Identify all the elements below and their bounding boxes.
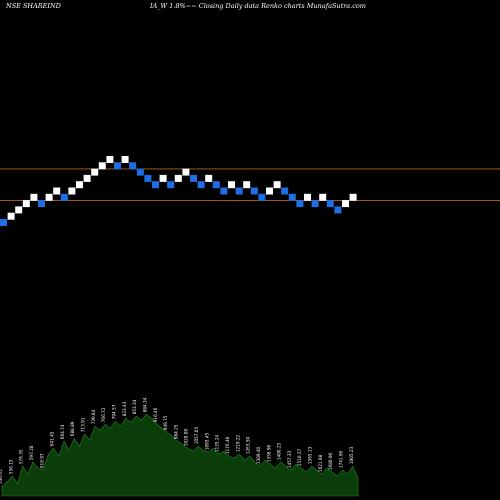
volume-label: 949.75 (163, 415, 168, 430)
renko-brick-up (76, 181, 83, 189)
volume-label: 713.91 (81, 417, 86, 432)
volume-label: 1219.22 (235, 435, 240, 453)
volume-panel: 536.65 556.15 576.35 597.28 618.97 641.45 664.… (0, 397, 359, 497)
volume-label: 1135.24 (215, 435, 220, 453)
renko-brick-up (83, 174, 91, 182)
volume-label: 984.25 (173, 424, 178, 439)
renko-brick-down (197, 181, 205, 189)
renko-brick-down (136, 168, 144, 176)
renko-brick-up (243, 181, 251, 189)
renko-brick-up (342, 200, 349, 208)
renko-brick-up (182, 168, 190, 176)
renko-brick-down (38, 200, 45, 208)
renko-brick-up (7, 212, 15, 220)
volume-label: 597.28 (29, 445, 34, 460)
renko-brick-down (212, 181, 220, 189)
volume-label: 664.74 (60, 424, 65, 439)
renko-brick-down (250, 187, 258, 195)
volume-label: 853.34 (132, 399, 137, 414)
renko-brick-up (15, 206, 23, 214)
renko-brick-up (45, 193, 53, 201)
volume-label: 1565.13 (308, 446, 313, 464)
volume-label: 641.45 (50, 431, 55, 446)
volume-label: 1406.25 (277, 442, 282, 460)
volume-label: 884.34 (142, 397, 147, 412)
renko-brick-down (60, 193, 68, 201)
volume-label: 794.57 (112, 404, 117, 419)
volume-label: 1095.45 (204, 433, 209, 451)
support-lines (0, 168, 500, 201)
renko-brick-up (266, 187, 273, 195)
renko-brick-up (22, 200, 30, 208)
renko-brick-up (53, 187, 61, 195)
volume-label: 618.97 (39, 453, 44, 468)
symbol-label: NSE SHAREIND (6, 2, 61, 10)
renko-brick-up (273, 181, 281, 189)
volume-label: 1621.98 (318, 454, 323, 472)
renko-brick-up (121, 156, 129, 163)
renko-brick-down (114, 162, 121, 170)
volume-label: 576.35 (19, 449, 24, 464)
volume-label: 1510.27 (297, 448, 302, 466)
volume-label: 739.84 (91, 409, 96, 424)
renko-brick-up (68, 187, 76, 195)
volume-area (1, 413, 359, 497)
volume-label: 1020.00 (184, 429, 189, 447)
renko-brick-down (281, 187, 289, 195)
volume-label: 1457.33 (287, 450, 292, 468)
renko-brick-up (205, 174, 213, 182)
volume-label: 1263.50 (246, 436, 251, 454)
renko-brick-up (228, 181, 235, 189)
renko-brick-up (91, 168, 99, 176)
volume-label: 1805.23 (349, 446, 354, 464)
volume-label: 536.65 (0, 469, 3, 484)
volume-label: 1680.90 (328, 452, 333, 470)
volume-label: 1176.48 (225, 436, 230, 454)
renko-brick-down (0, 219, 7, 226)
renko-brick-down (129, 162, 137, 170)
renko-bricks (0, 156, 357, 226)
renko-brick-down (144, 174, 152, 182)
volume-label: 556.15 (8, 459, 13, 474)
volume-label: 1741.96 (339, 450, 344, 468)
renko-brick-up (106, 156, 114, 163)
renko-brick-up (159, 174, 167, 182)
renko-brick-up (98, 162, 106, 170)
renko-brick-down (334, 206, 342, 214)
renko-brick-up (319, 193, 327, 201)
volume-label: 766.72 (101, 407, 106, 422)
volume-label: 1356.96 (266, 444, 271, 462)
renko-brick-down (235, 187, 243, 195)
renko-brick-up (349, 193, 357, 201)
volume-label: 1309.40 (256, 446, 261, 464)
renko-brick-down (311, 200, 319, 208)
renko-brick-down (296, 200, 304, 208)
renko-brick-up (30, 193, 38, 201)
renko-brick-down (220, 187, 228, 195)
renko-brick-up (304, 193, 311, 201)
renko-brick-down (190, 174, 197, 182)
renko-brick-down (258, 193, 266, 201)
renko-brick-up (174, 174, 182, 182)
volume-label: 688.89 (70, 421, 75, 436)
renko-brick-down (152, 181, 159, 189)
renko-brick-down (167, 181, 175, 189)
volume-label: 823.43 (122, 401, 127, 416)
volume-label: 916.46 (153, 407, 158, 422)
renko-brick-down (326, 200, 334, 208)
chart-description: IA_W 1.8%~~ Closing Daily data Renko cha… (150, 2, 366, 10)
renko-brick-down (288, 193, 296, 201)
volume-label: 1057.05 (194, 427, 199, 445)
